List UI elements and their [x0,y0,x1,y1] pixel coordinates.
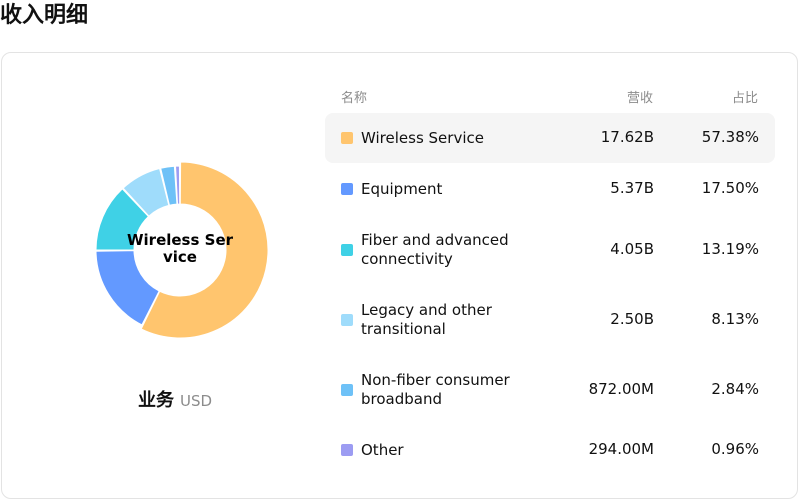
row-revenue: 872.00M [588,380,654,398]
table-row[interactable]: Fiber and advanced connectivity 4.05B 13.1… [325,218,775,282]
legend-swatch [341,384,353,396]
donut-slice[interactable] [95,188,150,251]
donut-slice[interactable] [122,167,170,217]
header-name: 名称 [341,91,368,106]
table-row[interactable]: Equipment 5.37B 17.50% [325,165,775,213]
donut-slice[interactable] [95,250,160,326]
row-share: 8.13% [711,310,759,328]
row-name: Wireless Service [361,128,484,147]
row-name: Fiber and advanced connectivity [361,231,509,268]
row-revenue: 17.62B [600,128,654,146]
header-share: 占比 [732,91,759,106]
donut-chart: Wireless Service [80,150,280,350]
donut-center-label: Wireless Service [126,231,234,266]
legend-swatch [341,183,353,195]
row-name: Equipment [361,179,443,198]
row-name: Other [361,440,404,459]
donut-slice[interactable] [174,165,181,205]
row-revenue: 5.37B [610,179,654,197]
donut-slice[interactable] [140,161,269,339]
donut-chart-svg [95,161,269,339]
row-share: 13.19% [701,240,759,258]
row-share: 17.50% [701,179,759,197]
row-name: Non-fiber consumer broadband [361,371,510,408]
row-revenue: 2.50B [610,310,654,328]
row-share: 2.84% [711,380,759,398]
legend-swatch [341,132,353,144]
table-row[interactable]: Other 294.00M 0.96% [325,428,775,472]
chart-caption: 业务 USD [80,386,270,412]
page-title: 收入明细 [0,3,89,28]
row-share: 0.96% [711,440,759,458]
legend-swatch [341,244,353,256]
legend-swatch [341,444,353,456]
donut-slice[interactable] [160,165,178,206]
table-row[interactable]: Wireless Service 17.62B 57.38% [325,113,775,163]
caption-title: 业务 [137,390,174,411]
row-name: Legacy and other transitional [361,301,492,338]
row-revenue: 4.05B [610,240,654,258]
table-row[interactable]: Legacy and other transitional 2.50B 8.13% [325,288,775,352]
row-share: 57.38% [701,128,759,146]
row-revenue: 294.00M [588,440,654,458]
header-revenue: 营收 [627,91,654,106]
caption-unit: USD [179,392,213,410]
legend-swatch [341,314,353,326]
table-row[interactable]: Non-fiber consumer broadband 872.00M 2.84% [325,358,775,422]
